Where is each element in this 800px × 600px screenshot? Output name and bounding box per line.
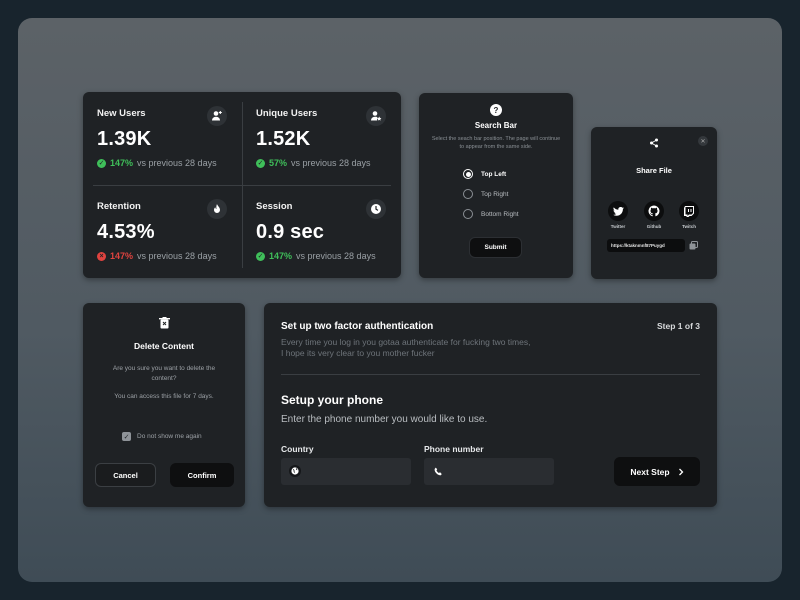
two-factor-card: Set up two factor authentication Step 1 … bbox=[264, 303, 717, 507]
stat-new-users: New Users 1.39K ✓ 147% vs previous 28 da… bbox=[83, 92, 242, 185]
stat-label: Session bbox=[256, 201, 293, 212]
phone-number-field[interactable] bbox=[424, 458, 554, 485]
check-icon: ✓ bbox=[97, 158, 106, 168]
do-not-show-checkbox[interactable]: ✓ Do not show me again bbox=[122, 432, 202, 441]
share-link-field[interactable]: https://ktaknmnf87Puygd bbox=[607, 239, 685, 252]
next-step-label: Next Step bbox=[630, 466, 670, 477]
radio-label: Bottom Right bbox=[481, 210, 519, 218]
share-file-card: ✕ Share File Twitter Github Twitch https… bbox=[591, 127, 717, 279]
confirm-button[interactable]: Confirm bbox=[170, 463, 234, 487]
search-bar-title: Search Bar bbox=[474, 121, 518, 130]
stat-retention: Retention 4.53% × 147% vs previous 28 da… bbox=[83, 185, 242, 278]
two-factor-title: Set up two factor authentication bbox=[281, 321, 434, 332]
user-star-icon bbox=[366, 106, 386, 126]
check-icon: ✓ bbox=[256, 251, 265, 261]
stat-value: 0.9 sec bbox=[256, 221, 325, 243]
checkbox-box[interactable]: ✓ bbox=[122, 432, 131, 441]
share-twitch[interactable]: Twitch bbox=[677, 201, 701, 229]
search-bar-card: ? Search Bar Select the seach bar positi… bbox=[419, 93, 573, 278]
radio-circle[interactable] bbox=[463, 169, 473, 179]
check-icon: ✓ bbox=[256, 158, 265, 168]
stats-card: New Users 1.39K ✓ 147% vs previous 28 da… bbox=[83, 92, 401, 278]
stat-value: 1.52K bbox=[256, 128, 311, 150]
stat-percent: 147% bbox=[110, 251, 134, 261]
share-icon bbox=[649, 138, 659, 148]
twitch-icon[interactable] bbox=[679, 201, 699, 221]
stat-percent: 57% bbox=[269, 158, 288, 168]
share-file-title: Share File bbox=[636, 166, 672, 175]
question-icon: ? bbox=[490, 104, 502, 116]
globe-icon bbox=[289, 465, 301, 477]
stat-percent: 147% bbox=[269, 251, 293, 261]
stat-value: 1.39K bbox=[97, 128, 152, 150]
radio-top-right[interactable]: Top Right bbox=[463, 189, 508, 199]
radio-top-left[interactable]: Top Left bbox=[463, 169, 506, 179]
stat-suffix: vs previous 28 days bbox=[291, 158, 371, 168]
social-label: Twitter bbox=[610, 224, 626, 229]
horizontal-divider bbox=[93, 185, 391, 186]
delete-content-card: Delete Content Are you sure you want to … bbox=[83, 303, 245, 507]
close-icon[interactable]: ✕ bbox=[698, 136, 708, 146]
stat-delta: ✓ 147% vs previous 28 days bbox=[97, 158, 217, 168]
chevron-right-icon bbox=[678, 468, 684, 476]
section-title: Setup your phone bbox=[281, 393, 383, 407]
social-label: Twitch bbox=[682, 224, 696, 229]
add-user-icon bbox=[207, 106, 227, 126]
radio-circle[interactable] bbox=[463, 209, 473, 219]
checkbox-label: Do not show me again bbox=[137, 433, 202, 440]
stat-label: Retention bbox=[97, 201, 141, 212]
phone-label: Phone number bbox=[424, 444, 484, 454]
radio-bottom-right[interactable]: Bottom Right bbox=[463, 209, 519, 219]
share-twitter[interactable]: Twitter bbox=[606, 201, 630, 229]
radio-circle[interactable] bbox=[463, 189, 473, 199]
stat-session: Session 0.9 sec ✓ 147% vs previous 28 da… bbox=[242, 185, 401, 278]
social-label: Github bbox=[646, 224, 662, 229]
stat-value: 4.53% bbox=[97, 221, 155, 243]
clock-icon bbox=[366, 199, 386, 219]
stat-delta: × 147% vs previous 28 days bbox=[97, 251, 217, 261]
section-subtitle: Enter the phone number you would like to… bbox=[281, 414, 488, 425]
radio-label: Top Right bbox=[481, 190, 509, 198]
country-label: Country bbox=[281, 444, 314, 454]
next-step-button[interactable]: Next Step bbox=[614, 457, 700, 486]
two-factor-description: Every time you log in you gotaa authenti… bbox=[281, 337, 531, 358]
radio-label: Top Left bbox=[481, 170, 507, 178]
stat-suffix: vs previous 28 days bbox=[137, 158, 217, 168]
country-field[interactable] bbox=[281, 458, 411, 485]
stat-suffix: vs previous 28 days bbox=[137, 251, 217, 261]
share-github[interactable]: Github bbox=[642, 201, 666, 229]
search-bar-description: Select the seach bar position. The page … bbox=[431, 136, 561, 150]
stat-percent: 147% bbox=[110, 158, 134, 168]
section-divider bbox=[281, 374, 700, 375]
stat-label: Unique Users bbox=[256, 108, 318, 119]
step-indicator: Step 1 of 3 bbox=[657, 321, 700, 331]
cancel-button[interactable]: Cancel bbox=[95, 463, 156, 487]
stat-unique-users: Unique Users 1.52K ✓ 57% vs previous 28 … bbox=[242, 92, 401, 185]
trash-icon bbox=[159, 317, 170, 329]
submit-button[interactable]: Submit bbox=[469, 237, 522, 258]
stat-label: New Users bbox=[97, 108, 146, 119]
delete-note: You can access this file for 7 days. bbox=[114, 393, 214, 400]
copy-icon[interactable] bbox=[689, 241, 698, 250]
stat-delta: ✓ 57% vs previous 28 days bbox=[256, 158, 371, 168]
delete-question: Are you sure you want to delete the cont… bbox=[112, 365, 216, 382]
github-icon[interactable] bbox=[644, 201, 664, 221]
delete-content-title: Delete Content bbox=[134, 341, 194, 351]
stat-suffix: vs previous 28 days bbox=[296, 251, 376, 261]
flame-icon bbox=[207, 199, 227, 219]
phone-icon bbox=[432, 465, 444, 477]
x-circle-icon: × bbox=[97, 251, 106, 261]
twitter-icon[interactable] bbox=[608, 201, 628, 221]
stat-delta: ✓ 147% vs previous 28 days bbox=[256, 251, 376, 261]
